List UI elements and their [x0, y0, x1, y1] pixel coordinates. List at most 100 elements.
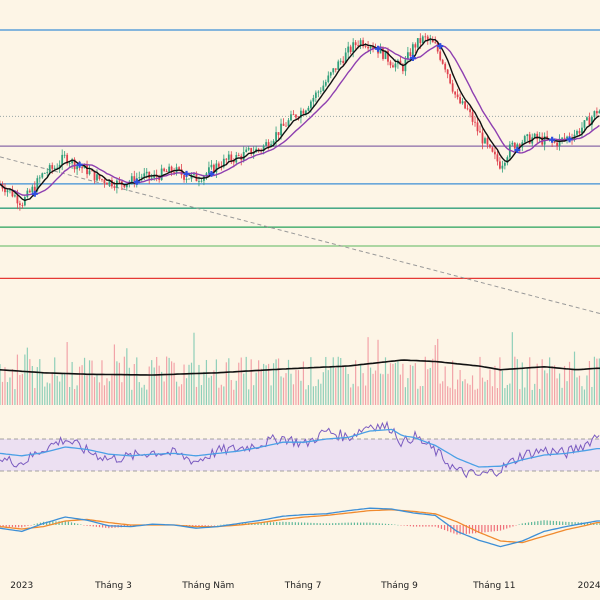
macd-histogram-bar — [325, 523, 328, 525]
candle — [444, 62, 447, 73]
candle — [349, 44, 352, 55]
volume-bar — [195, 386, 198, 405]
macd-histogram-bar — [440, 525, 443, 529]
macd-histogram-bar — [493, 525, 495, 532]
macd-histogram-bar — [397, 524, 399, 526]
candle — [362, 37, 365, 49]
volume-bar — [588, 360, 591, 405]
volume-bar — [501, 370, 503, 405]
macd-histogram-bar — [478, 525, 480, 533]
macd-histogram-bar — [269, 522, 272, 525]
volume-bar — [332, 357, 334, 405]
volume-bar — [280, 376, 282, 405]
volume-bar — [325, 356, 327, 405]
volume-bar — [1, 381, 4, 405]
volume-bar — [36, 367, 38, 405]
candle — [302, 108, 305, 115]
candle — [140, 173, 143, 182]
volume-bar — [536, 363, 538, 405]
volume-bar — [447, 386, 449, 405]
volume-bar — [374, 370, 377, 405]
candle — [93, 170, 96, 184]
candle — [61, 149, 64, 171]
candle — [593, 110, 596, 119]
macd-histogram-bar — [537, 521, 539, 525]
macd-histogram-bar — [282, 521, 284, 525]
volume-bar — [44, 386, 46, 405]
volume-bar — [213, 370, 215, 405]
volume-bar — [357, 386, 359, 405]
volume-bar — [444, 366, 446, 405]
volume-bar — [83, 357, 86, 405]
volume-bar — [554, 365, 556, 405]
macd-histogram-bar — [18, 525, 20, 528]
volume-bar — [322, 372, 324, 405]
volume-bar — [103, 385, 106, 405]
volume-bar — [566, 381, 568, 405]
candle — [319, 87, 322, 95]
macd-histogram-bar — [322, 523, 324, 525]
macd-histogram-bar — [360, 522, 362, 525]
volume-bar — [320, 383, 322, 405]
volume-bar — [101, 360, 103, 405]
volume-bar — [312, 386, 314, 405]
candle — [498, 157, 501, 170]
volume-bar — [369, 367, 372, 405]
volume-ma-line — [0, 359, 600, 376]
macd-histogram-bar — [213, 525, 216, 526]
volume-bar — [568, 361, 571, 405]
macd-histogram-bar — [375, 523, 377, 525]
volume-bar — [131, 389, 133, 405]
candle — [513, 142, 516, 150]
macd-histogram-bar — [524, 522, 526, 525]
cross-marker — [208, 170, 215, 177]
macd-histogram-bar — [263, 522, 265, 525]
macd-histogram-bar — [14, 525, 17, 528]
cross-marker — [375, 45, 382, 52]
candle — [581, 122, 583, 138]
macd-histogram-bar — [415, 525, 418, 527]
volume-bar — [539, 388, 541, 405]
volume-bar — [175, 381, 178, 405]
volume-bar — [255, 372, 257, 405]
volume-bar — [330, 366, 332, 405]
macd-histogram-bar — [300, 522, 303, 525]
candle — [347, 41, 350, 59]
macd-histogram-bar — [353, 522, 356, 525]
macd-histogram-bar — [419, 525, 421, 527]
candle — [461, 98, 464, 105]
candle — [441, 58, 444, 65]
price-levels — [0, 29, 600, 314]
candle — [416, 38, 419, 50]
volume-bar — [171, 361, 173, 405]
macd-histogram-bar — [74, 523, 76, 525]
candle — [337, 59, 340, 70]
macd-histogram-bar — [217, 525, 219, 526]
volume-bar — [347, 373, 349, 405]
volume-bar — [459, 369, 461, 405]
volume-bar — [541, 359, 543, 405]
volume-bar — [148, 366, 150, 405]
macd-histogram-bar — [487, 525, 489, 532]
macd-histogram-bar — [434, 525, 436, 527]
macd-histogram-bar — [347, 522, 349, 525]
volume-bar — [593, 356, 596, 405]
volume-bar — [479, 356, 481, 405]
macd-histogram-bar — [437, 525, 439, 528]
volume-bar — [427, 369, 429, 405]
macd-histogram-bar — [450, 525, 452, 533]
volume-bar — [190, 362, 193, 405]
macd-histogram-bar — [518, 524, 520, 525]
volume-bar — [474, 389, 476, 405]
candle — [28, 188, 31, 194]
volume-bar — [287, 359, 290, 405]
volume-bar — [200, 385, 203, 405]
macd-histogram-bar — [366, 522, 368, 525]
volume-bar — [295, 369, 297, 405]
macd-histogram-bar — [409, 525, 411, 527]
macd-histogram-bar — [27, 525, 29, 526]
candle — [494, 146, 496, 160]
x-tick-label: Tháng 11 — [472, 581, 515, 591]
volume-bar — [586, 375, 588, 405]
